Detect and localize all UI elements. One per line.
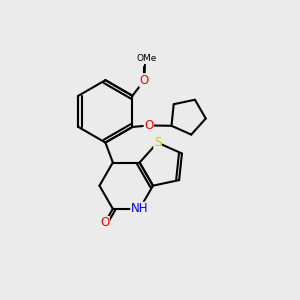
Text: S: S — [154, 136, 161, 149]
Text: O: O — [140, 74, 149, 87]
Text: O: O — [144, 119, 153, 132]
Text: O: O — [100, 217, 109, 230]
Text: NH: NH — [131, 202, 148, 215]
Text: OMe: OMe — [136, 54, 157, 63]
